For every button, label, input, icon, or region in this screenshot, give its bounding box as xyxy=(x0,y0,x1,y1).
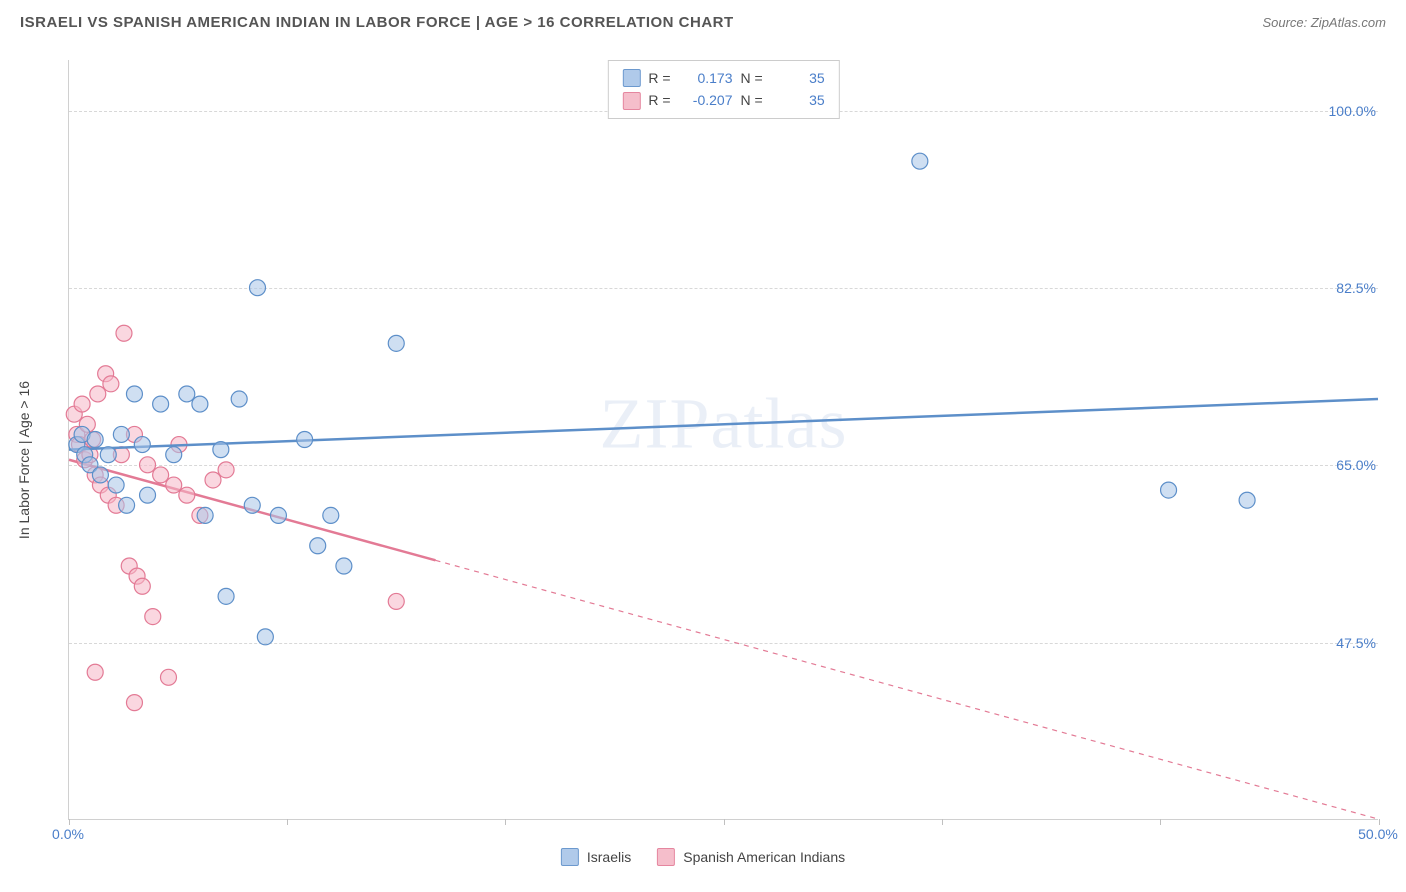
scatter-point-pink xyxy=(145,609,161,625)
r-value-pink: -0.207 xyxy=(679,89,733,111)
scatter-point-pink xyxy=(166,477,182,493)
scatter-point-pink xyxy=(218,462,234,478)
y-tick-label: 100.0% xyxy=(1329,103,1376,119)
scatter-point-blue xyxy=(1239,492,1255,508)
legend-swatch-pink xyxy=(657,848,675,866)
legend-item-pink: Spanish American Indians xyxy=(657,848,845,866)
swatch-blue xyxy=(622,69,640,87)
scatter-point-blue xyxy=(134,437,150,453)
scatter-point-blue xyxy=(153,396,169,412)
scatter-point-blue xyxy=(213,442,229,458)
scatter-point-blue xyxy=(912,153,928,169)
scatter-point-pink xyxy=(160,669,176,685)
legend: Israelis Spanish American Indians xyxy=(561,848,845,866)
x-tick xyxy=(724,819,725,825)
scatter-point-pink xyxy=(179,487,195,503)
scatter-point-blue xyxy=(87,432,103,448)
scatter-point-blue xyxy=(140,487,156,503)
scatter-point-blue xyxy=(108,477,124,493)
x-tick xyxy=(69,819,70,825)
chart-title: ISRAELI VS SPANISH AMERICAN INDIAN IN LA… xyxy=(20,14,734,31)
scatter-point-blue xyxy=(126,386,142,402)
y-tick-label: 47.5% xyxy=(1336,635,1376,651)
y-tick-label: 65.0% xyxy=(1336,457,1376,473)
x-tick-label: 50.0% xyxy=(1358,826,1398,842)
scatter-point-blue xyxy=(218,588,234,604)
r-label: R = xyxy=(648,89,670,111)
legend-label-blue: Israelis xyxy=(587,849,631,865)
scatter-point-blue xyxy=(179,386,195,402)
scatter-svg xyxy=(69,60,1378,819)
scatter-point-blue xyxy=(323,507,339,523)
chart-container: In Labor Force | Age > 16 ZIPatlas R = 0… xyxy=(20,48,1386,872)
scatter-point-blue xyxy=(388,335,404,351)
r-value-blue: 0.173 xyxy=(679,67,733,89)
source-attribution: Source: ZipAtlas.com xyxy=(1262,15,1386,30)
x-tick xyxy=(1379,819,1380,825)
scatter-point-pink xyxy=(388,593,404,609)
n-label: N = xyxy=(741,89,763,111)
scatter-point-pink xyxy=(134,578,150,594)
y-tick-label: 82.5% xyxy=(1336,280,1376,296)
scatter-point-pink xyxy=(153,467,169,483)
scatter-point-blue xyxy=(92,467,108,483)
scatter-point-pink xyxy=(126,695,142,711)
x-tick xyxy=(287,819,288,825)
scatter-point-pink xyxy=(90,386,106,402)
scatter-point-blue xyxy=(257,629,273,645)
chart-header: ISRAELI VS SPANISH AMERICAN INDIAN IN LA… xyxy=(0,0,1406,41)
r-label: R = xyxy=(648,67,670,89)
scatter-point-blue xyxy=(119,497,135,513)
scatter-point-blue xyxy=(166,447,182,463)
scatter-point-blue xyxy=(244,497,260,513)
trend-line-blue xyxy=(69,399,1378,450)
y-axis-label: In Labor Force | Age > 16 xyxy=(16,381,32,539)
scatter-point-pink xyxy=(205,472,221,488)
source-prefix: Source: xyxy=(1262,15,1310,30)
scatter-point-blue xyxy=(336,558,352,574)
x-tick xyxy=(505,819,506,825)
correlation-stats-box: R = 0.173 N = 35 R = -0.207 N = 35 xyxy=(607,60,839,119)
scatter-point-pink xyxy=(87,664,103,680)
scatter-point-blue xyxy=(197,507,213,523)
x-tick xyxy=(942,819,943,825)
source-name: ZipAtlas.com xyxy=(1311,15,1386,30)
scatter-point-blue xyxy=(192,396,208,412)
x-tick-label: 0.0% xyxy=(52,826,84,842)
scatter-point-blue xyxy=(310,538,326,554)
legend-label-pink: Spanish American Indians xyxy=(683,849,845,865)
swatch-pink xyxy=(622,92,640,110)
n-value-blue: 35 xyxy=(771,67,825,89)
plot-area: ZIPatlas R = 0.173 N = 35 R = -0.207 N =… xyxy=(68,60,1378,820)
scatter-point-blue xyxy=(231,391,247,407)
scatter-point-blue xyxy=(270,507,286,523)
scatter-point-pink xyxy=(116,325,132,341)
scatter-point-blue xyxy=(250,280,266,296)
n-value-pink: 35 xyxy=(771,89,825,111)
scatter-point-pink xyxy=(140,457,156,473)
stats-row-blue: R = 0.173 N = 35 xyxy=(622,67,824,89)
scatter-point-blue xyxy=(1161,482,1177,498)
stats-row-pink: R = -0.207 N = 35 xyxy=(622,89,824,111)
scatter-point-pink xyxy=(103,376,119,392)
n-label: N = xyxy=(741,67,763,89)
scatter-point-blue xyxy=(297,432,313,448)
x-tick xyxy=(1160,819,1161,825)
legend-swatch-blue xyxy=(561,848,579,866)
scatter-point-blue xyxy=(100,447,116,463)
scatter-point-pink xyxy=(74,396,90,412)
scatter-point-blue xyxy=(113,426,129,442)
trend-line-dashed-pink xyxy=(436,560,1378,819)
legend-item-blue: Israelis xyxy=(561,848,631,866)
